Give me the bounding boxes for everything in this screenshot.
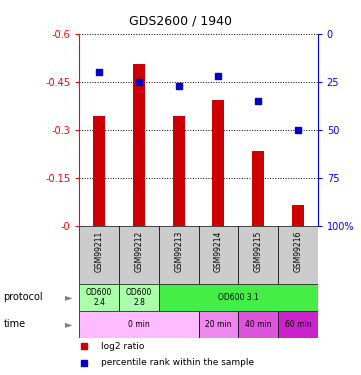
Bar (119, 284, 159, 311)
Bar (199, 226, 238, 284)
Bar (133, 64, 145, 226)
Text: OD600
2.4: OD600 2.4 (86, 288, 113, 307)
Text: log2 ratio: log2 ratio (101, 342, 144, 351)
Bar (79, 284, 119, 311)
Bar (238, 311, 278, 338)
Bar (173, 116, 184, 226)
Text: OD600
2.8: OD600 2.8 (126, 288, 152, 307)
Text: GSM99216: GSM99216 (293, 231, 302, 272)
Text: 0 min: 0 min (128, 320, 150, 329)
Text: GSM99211: GSM99211 (95, 231, 104, 272)
Text: 20 min: 20 min (205, 320, 232, 329)
Text: ►: ► (65, 292, 72, 303)
Text: GSM99213: GSM99213 (174, 231, 183, 272)
Bar (119, 226, 159, 284)
Bar (292, 206, 304, 226)
Bar (278, 311, 318, 338)
Bar (159, 226, 199, 284)
Text: GSM99215: GSM99215 (254, 231, 262, 272)
Text: percentile rank within the sample: percentile rank within the sample (101, 358, 254, 368)
Text: GSM99212: GSM99212 (135, 231, 143, 272)
Text: ►: ► (65, 320, 72, 329)
Text: 40 min: 40 min (245, 320, 271, 329)
Bar (238, 226, 278, 284)
Bar (79, 226, 119, 284)
Text: protocol: protocol (4, 292, 43, 303)
Bar (212, 99, 224, 226)
Text: 60 min: 60 min (284, 320, 311, 329)
Text: OD600 3.1: OD600 3.1 (218, 293, 258, 302)
Bar (278, 226, 318, 284)
Bar (159, 284, 318, 311)
Bar (93, 116, 105, 226)
Text: GDS2600 / 1940: GDS2600 / 1940 (129, 15, 232, 28)
Bar (79, 311, 199, 338)
Text: GSM99214: GSM99214 (214, 231, 223, 272)
Bar (252, 151, 264, 226)
Bar (199, 311, 238, 338)
Text: time: time (4, 320, 26, 329)
